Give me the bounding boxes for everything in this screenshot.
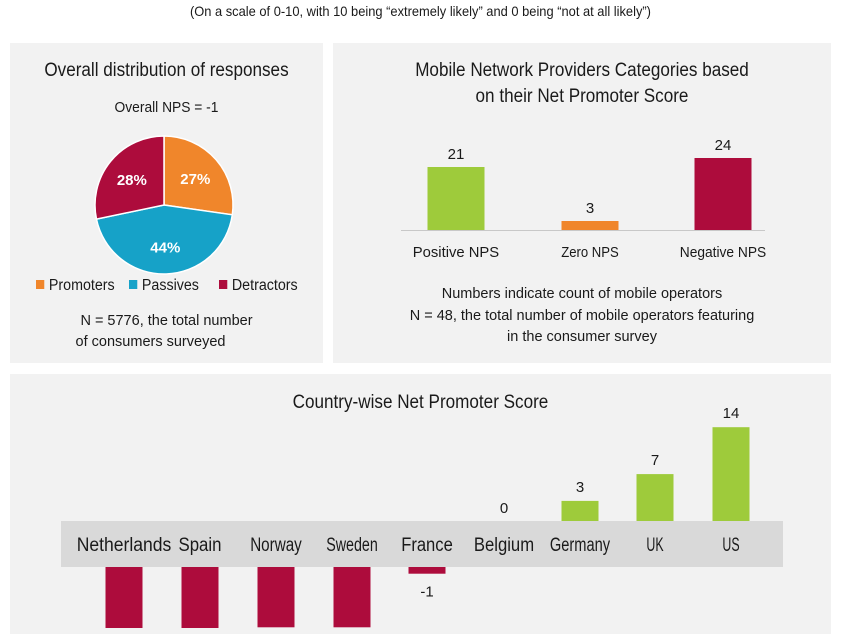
detractors-swatch [219, 280, 228, 289]
country-bar-germany [561, 500, 599, 521]
category-label: Positive NPS [413, 244, 499, 261]
country-bar-uk [636, 474, 674, 521]
pie-label-passives: 44% [150, 239, 180, 256]
categories-title-line1: Mobile Network Providers Categories base… [415, 60, 749, 81]
bar-positive-nps [427, 167, 485, 230]
country-bar-sweden [333, 567, 371, 628]
country-panel: Country-wise Net Promoter Score [10, 374, 831, 634]
bar-negative-nps [694, 158, 752, 230]
pie-chart: 27% 44% 28% [94, 135, 234, 275]
country-label-band [61, 521, 783, 567]
country-label-germany: Germany [550, 535, 611, 556]
legend-passives: Passives [129, 277, 199, 295]
categories-note-1: Numbers indicate count of mobile operato… [441, 286, 723, 302]
country-value-label: 14 [723, 405, 740, 422]
overall-nps-label: Overall NPS = -1 [114, 99, 219, 116]
distribution-note-2: of consumers surveyed [75, 334, 226, 350]
category-label: Zero NPS [561, 244, 619, 261]
legend-detractors: Detractors [219, 277, 298, 295]
category-label: Negative NPS [680, 244, 766, 261]
country-label-us: US [722, 535, 739, 556]
bar-zero-nps [561, 221, 619, 230]
country-label-uk: UK [646, 535, 663, 556]
country-value-label: 7 [651, 452, 659, 469]
pie-slice-detractors [94, 135, 165, 221]
distribution-panel: Overall distribution of responses Overal… [10, 43, 323, 363]
categories-title-line2: on their Net Promoter Score [475, 86, 689, 107]
country-value-label: 3 [576, 479, 584, 496]
chart-subtitle: (On a scale of 0-10, with 10 being “extr… [189, 3, 651, 19]
country-bar-norway [257, 567, 295, 628]
pie-label-promoters: 27% [180, 171, 210, 188]
country-bar-netherlands [105, 567, 143, 628]
bar-value-label: 21 [448, 146, 465, 163]
country-label-netherlands: Netherlands [77, 535, 172, 556]
country-bar-chart: NetherlandsSpain-9Norway-9Sweden-1France… [77, 405, 750, 628]
country-value-label: -1 [420, 584, 433, 601]
country-bar-us [712, 427, 750, 521]
country-label-sweden: Sweden [326, 535, 378, 556]
categories-bar-chart: 21 Positive NPS 3 Zero NPS 24 Negative NPS [401, 137, 766, 261]
country-label-norway: Norway [250, 535, 302, 556]
passives-swatch [129, 280, 138, 289]
country-label-belgium: Belgium [474, 535, 534, 556]
country-label-france: France [401, 535, 453, 556]
legend-promoters: Promoters [36, 277, 115, 295]
pie-slice-passives [95, 204, 234, 275]
distribution-note-1: N = 5776, the total number [80, 313, 253, 329]
country-label-spain: Spain [179, 535, 222, 556]
country-value-label: 0 [500, 500, 508, 517]
categories-panel: Mobile Network Providers Categories base… [333, 43, 831, 363]
pie-slice-promoters [163, 135, 234, 216]
promoters-swatch [36, 280, 45, 289]
pie-label-detractors: 28% [117, 172, 147, 189]
country-bar-spain [181, 567, 219, 628]
bar-value-label: 3 [586, 200, 594, 217]
legend-promoters-label: Promoters [48, 277, 115, 294]
legend-detractors-label: Detractors [231, 277, 298, 294]
categories-note-3: in the consumer survey [507, 329, 657, 345]
country-title: Country-wise Net Promoter Score [292, 392, 549, 413]
distribution-title: Overall distribution of responses [44, 60, 289, 81]
country-bar-france [408, 567, 446, 574]
bar-value-label: 24 [715, 137, 732, 154]
legend-passives-label: Passives [141, 277, 199, 294]
categories-note-2: N = 48, the total number of mobile opera… [409, 308, 755, 324]
